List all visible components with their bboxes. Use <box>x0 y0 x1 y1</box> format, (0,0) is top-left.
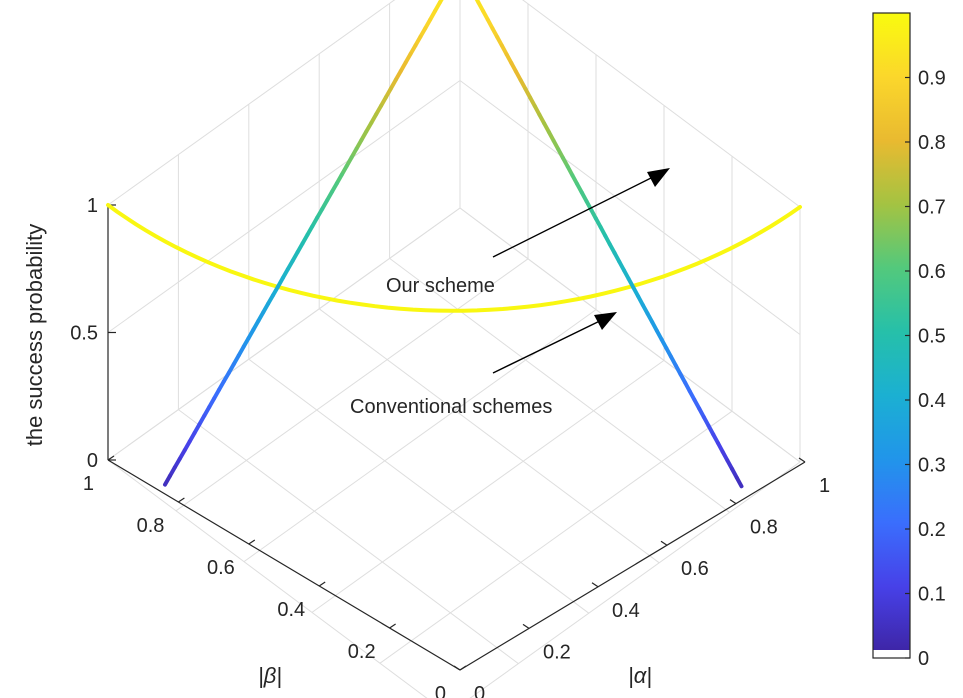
floor-grid-beta-1 <box>389 257 730 513</box>
colorbar-tick-label-3: 0.3 <box>918 455 946 477</box>
alpha-tick-label-3: 0.6 <box>681 558 709 580</box>
curve-our-scheme <box>106 203 802 313</box>
floor-grid-alpha-1 <box>175 258 529 512</box>
alpha-tick-label-1: 0.2 <box>543 641 571 663</box>
alpha-tick-1 <box>522 623 530 629</box>
alpha-tick-label-5: 1 <box>819 475 830 497</box>
beta-tick-1 <box>389 623 396 629</box>
z-tick-label-1: 0.5 <box>70 323 98 345</box>
curve-conventional-alpha-seg-59 <box>734 475 744 489</box>
alpha-tick-4 <box>729 499 737 505</box>
alpha-axis-line <box>459 461 806 671</box>
colorbar-tick-label-6: 0.6 <box>918 261 946 283</box>
colorbar-tick-label-9: 0.9 <box>918 68 946 90</box>
colorbar-tick-label-2: 0.2 <box>918 519 946 541</box>
data-curves <box>106 0 802 489</box>
beta-tick-label-5: 1 <box>83 473 94 495</box>
z-axis-title: the success probability <box>22 224 47 447</box>
alpha-tick-0 <box>453 665 461 671</box>
colorbar-tick-label-7: 0.7 <box>918 197 946 219</box>
colorbar-tick-label-5: 0.5 <box>918 326 946 348</box>
beta-tick-label-4: 0.8 <box>137 515 165 537</box>
floor-grid-beta-5 <box>107 459 428 698</box>
beta-axis-line <box>107 459 461 671</box>
alpha-tick-label-0: 0 <box>474 683 485 698</box>
arrow-our-scheme <box>492 171 664 258</box>
annotation-our-scheme: Our scheme <box>386 168 670 297</box>
colorbar-tick-label-4: 0.4 <box>918 390 946 412</box>
colorbar: 0 0.1 0.2 0.3 0.4 0.5 0.6 0.7 0.8 0.9 <box>872 12 946 670</box>
beta-tick-label-2: 0.4 <box>277 599 305 621</box>
wall-right-hgrid-1 <box>459 80 801 335</box>
annotation-conventional: Conventional schemes <box>350 312 617 418</box>
beta-tick-label-1: 0.2 <box>348 641 376 663</box>
alpha-tick-label-4: 0.8 <box>750 517 778 539</box>
beta-tick-label-3: 0.6 <box>207 557 235 579</box>
wall-left-hgrid-2 <box>107 0 396 206</box>
colorbar-ticks: 0 0.1 0.2 0.3 0.4 0.5 0.6 0.7 0.8 0.9 <box>905 68 946 670</box>
floor-grid-alpha-3 <box>311 359 665 613</box>
annotation-label-our-scheme: Our scheme <box>386 275 495 297</box>
beta-axis-title: |β| <box>258 663 282 688</box>
arrow-conventional <box>492 315 611 374</box>
arrowhead-conventional <box>594 312 617 330</box>
grid-lines <box>107 0 801 698</box>
z-tick-label-2: 1 <box>87 195 98 217</box>
colorbar-tick-label-0: 0 <box>918 648 929 670</box>
floor-grid-beta-2 <box>318 308 660 564</box>
beta-tick-2 <box>318 581 326 587</box>
floor-grid-alpha-2 <box>243 309 597 563</box>
arrowhead-our-scheme <box>647 168 670 187</box>
wall-right-hgrid-2 <box>522 0 801 208</box>
beta-tick-5 <box>107 455 115 461</box>
colorbar-base <box>873 650 910 658</box>
z-tick-label-0: 0 <box>87 450 98 472</box>
beta-tick-label-0: 0 <box>435 683 446 698</box>
floor-grid-alpha-5 <box>469 461 801 698</box>
alpha-axis-title: |α| <box>628 663 652 688</box>
alpha-tick-3 <box>660 540 668 546</box>
alpha-tick-2 <box>591 582 599 588</box>
floor-grid-beta-3 <box>248 358 590 614</box>
wall-left-hgrid-0 <box>107 207 461 461</box>
alpha-tick-label-2: 0.4 <box>612 600 640 622</box>
wall-right-hgrid-0 <box>459 207 801 463</box>
colorbar-tick-label-8: 0.8 <box>918 132 946 154</box>
annotation-label-conventional: Conventional schemes <box>350 396 552 418</box>
colorbar-tick-label-1: 0.1 <box>918 584 946 606</box>
wall-left-hgrid-1 <box>107 80 461 333</box>
floor-grid-beta-4 <box>178 409 519 665</box>
colorbar-gradient <box>873 13 910 650</box>
curve-conventional-beta-seg-59 <box>163 474 172 487</box>
alpha-tick-5 <box>798 457 806 463</box>
floor-grid-alpha-4 <box>379 410 733 664</box>
beta-tick-3 <box>248 539 256 545</box>
beta-tick-4 <box>178 497 185 503</box>
beta-tick-0 <box>459 665 467 671</box>
